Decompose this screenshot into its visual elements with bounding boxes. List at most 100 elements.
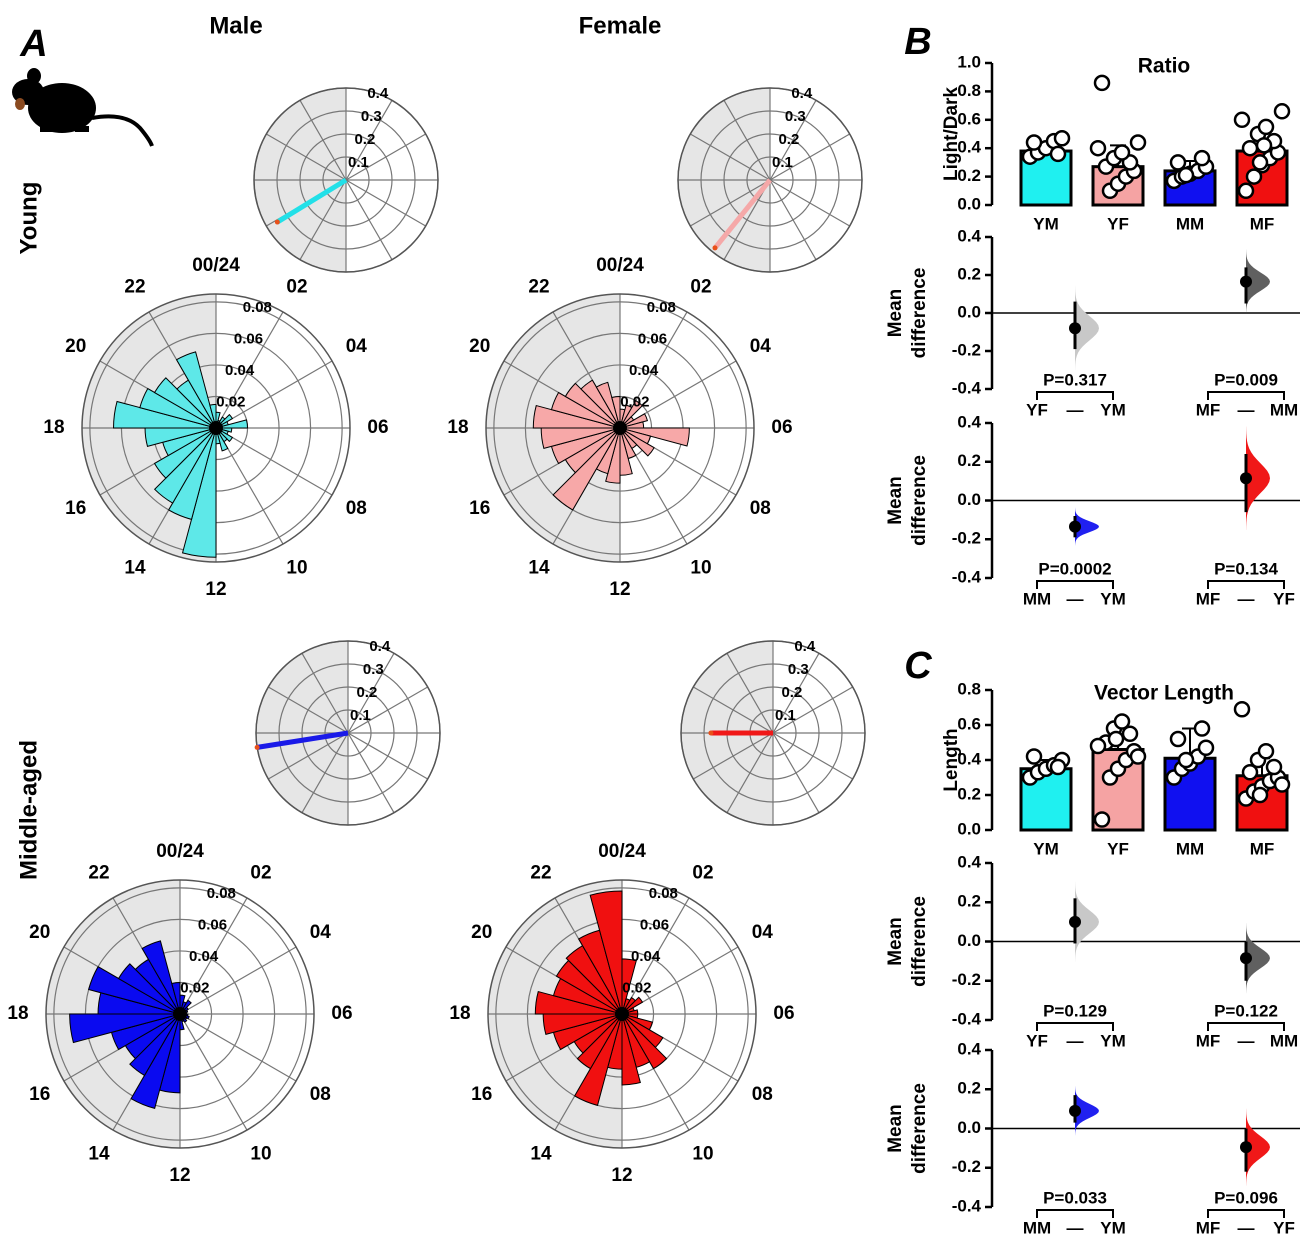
vector-tip (274, 219, 280, 225)
data-point (1025, 134, 1043, 151)
grid-ring (53, 887, 307, 1141)
chart-title: Ratio (1138, 55, 1191, 78)
separator: — (1238, 400, 1255, 419)
theta-label: 02 (692, 863, 713, 884)
theta-label: 00/24 (156, 841, 204, 862)
theta-label: 08 (310, 1084, 331, 1105)
rose-wedge (69, 1013, 181, 1044)
y-axis-label: Light/Dark (941, 87, 962, 181)
theta-label: 02 (250, 863, 271, 884)
data-point (1093, 74, 1111, 92)
data-point (1025, 748, 1043, 765)
data-point (1251, 154, 1269, 171)
x-tick-label: YM (1033, 214, 1059, 233)
center-dot (615, 1007, 629, 1021)
y-axis-label: Mean (885, 476, 906, 525)
theta-label: 22 (124, 277, 145, 298)
mean-vector (256, 730, 349, 750)
rose-wedge (552, 427, 621, 511)
theta-label: 06 (331, 1003, 352, 1024)
x-tick-label: YF (1107, 214, 1129, 233)
outer-ring (81, 293, 351, 563)
data-point (1093, 811, 1111, 828)
grid-ring (322, 156, 370, 204)
y-tick-label: -0.4 (952, 1196, 982, 1215)
separator: — (1067, 1031, 1084, 1050)
y-tick-label: 0.0 (957, 1118, 981, 1137)
y-tick-label: 0.8 (957, 81, 981, 100)
data-point (1237, 182, 1255, 200)
rose-wedge (171, 981, 181, 1015)
rose-wedge (168, 427, 217, 520)
grid-ring (495, 887, 749, 1141)
data-point (1233, 701, 1251, 718)
spoke (215, 427, 333, 496)
rose-wedge (153, 427, 217, 504)
outer-ring (680, 640, 866, 826)
spoke (179, 1013, 248, 1131)
x-tick-label: MF (1250, 839, 1275, 858)
y-tick-label: -0.2 (952, 340, 981, 359)
theta-label: 12 (169, 1165, 190, 1186)
data-point (1089, 139, 1107, 157)
bracket (1036, 391, 1114, 400)
center-dot (613, 421, 627, 435)
r-tick-label: 0.1 (772, 154, 793, 171)
rose-wedge (129, 1013, 181, 1077)
mean-vector (713, 178, 772, 250)
data-point (1049, 145, 1067, 163)
y-tick-label: 0.2 (957, 784, 981, 803)
y-tick-label: -0.4 (952, 567, 982, 586)
theta-label: 20 (29, 922, 50, 943)
rose-wedge (621, 1013, 641, 1086)
y-axis-label: difference (909, 896, 930, 987)
theta-label: 08 (752, 1084, 773, 1105)
separator: — (1067, 589, 1084, 608)
group-label: YM (1100, 589, 1126, 608)
theta-label: 04 (750, 336, 772, 357)
theta-label: 10 (250, 1143, 271, 1164)
theta-label: 00/24 (598, 841, 646, 862)
r-tick-label: 0.2 (781, 684, 802, 701)
p-value: P=0.009 (1214, 370, 1278, 389)
separator: — (1238, 1218, 1255, 1234)
bootstrap-distribution (1246, 249, 1270, 314)
y-tick-label: 0.4 (957, 852, 981, 871)
r-tick-label: 0.3 (363, 661, 384, 678)
rose-wedge (153, 377, 217, 429)
column-title: Male (209, 12, 262, 39)
x-tick-label: MM (1176, 839, 1204, 858)
theta-label: 18 (447, 417, 468, 438)
r-tick-label: 0.3 (785, 108, 806, 125)
theta-label: 02 (690, 277, 711, 298)
bootstrap-distribution (1246, 1108, 1270, 1186)
theta-label: 16 (65, 498, 86, 519)
bracket (1207, 1022, 1285, 1031)
rose-wedge (130, 1013, 181, 1110)
data-point (1233, 111, 1251, 129)
bracket (1207, 1209, 1285, 1218)
r-tick-label: 0.04 (189, 948, 219, 965)
data-point (1113, 713, 1131, 730)
y-tick-label: -0.4 (952, 1009, 982, 1028)
grid-ring (723, 133, 817, 227)
theta-label: 06 (367, 417, 388, 438)
group-label: YF (1273, 589, 1295, 608)
y-tick-label: 0.8 (957, 679, 981, 698)
theta-label: 18 (449, 1003, 470, 1024)
grid-ring (324, 709, 372, 757)
p-value: P=0.134 (1214, 559, 1278, 578)
rose-wedge (153, 427, 217, 479)
spoke (215, 311, 284, 429)
rose-wedge (621, 1013, 668, 1070)
y-tick-label: 0.4 (957, 226, 981, 245)
bracket (1036, 1022, 1114, 1031)
theta-label: 00/24 (596, 255, 644, 276)
y-tick-label: 0.4 (957, 138, 981, 157)
theta-label: 10 (286, 557, 307, 578)
theta-label: 20 (469, 336, 490, 357)
p-value: P=0.0002 (1038, 559, 1111, 578)
data-point (1197, 739, 1215, 756)
grid-ring (703, 663, 843, 803)
